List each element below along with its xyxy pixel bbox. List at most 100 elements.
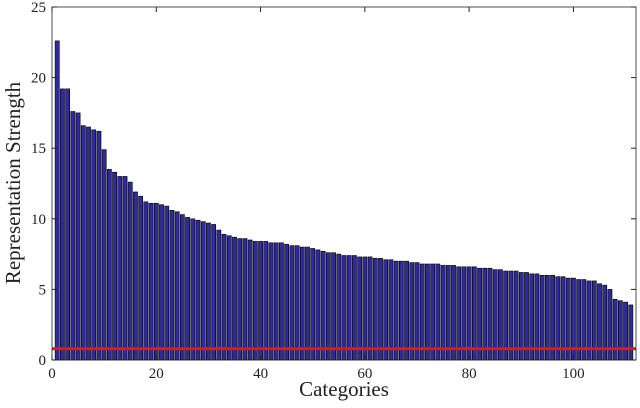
bar	[148, 202, 154, 361]
bar	[430, 263, 436, 361]
bar	[174, 211, 180, 361]
bar	[404, 260, 409, 361]
bar	[232, 236, 237, 361]
bar	[471, 266, 477, 361]
y-tick-label: 15	[31, 141, 46, 157]
bar	[336, 253, 342, 361]
bar	[206, 222, 211, 361]
bar	[529, 273, 535, 361]
y-tick-label: 0	[39, 353, 47, 369]
bar	[617, 300, 623, 361]
bar	[320, 250, 326, 361]
plot-frame	[51, 6, 637, 361]
bar	[534, 273, 540, 361]
bar	[299, 246, 305, 361]
x-tick-label: 40	[253, 366, 268, 382]
bar	[242, 238, 248, 361]
bar	[153, 202, 159, 361]
bar	[279, 242, 284, 361]
bar	[138, 195, 144, 361]
bar	[70, 111, 76, 361]
bar	[143, 201, 149, 361]
bar	[425, 263, 430, 361]
bar	[122, 176, 128, 361]
y-axis-label: Representation Strength	[1, 81, 25, 284]
bar	[487, 267, 493, 361]
bar	[482, 267, 488, 361]
bar	[200, 221, 206, 361]
bar	[315, 249, 321, 361]
bar	[273, 242, 279, 361]
bar	[211, 224, 217, 361]
bar	[133, 191, 138, 361]
bar	[435, 263, 441, 361]
bar	[195, 219, 201, 361]
bar	[477, 267, 482, 361]
bar	[86, 126, 91, 361]
bar	[419, 263, 425, 361]
bar	[346, 255, 352, 361]
bar	[185, 217, 190, 361]
bar	[352, 255, 357, 361]
bar	[461, 266, 467, 361]
bar	[96, 130, 102, 361]
bar	[331, 252, 336, 361]
bar	[388, 259, 394, 361]
bar	[612, 298, 618, 361]
bar	[508, 270, 514, 361]
bar	[310, 248, 316, 361]
bar	[60, 88, 65, 361]
bar	[341, 255, 347, 361]
bar	[456, 266, 462, 361]
y-tick-label: 25	[31, 0, 46, 16]
bar	[398, 260, 404, 361]
bar	[623, 301, 628, 361]
bar	[252, 241, 258, 361]
bar	[221, 234, 227, 361]
x-tick-label: 100	[562, 366, 585, 382]
x-tick-label: 80	[462, 366, 477, 382]
bar	[440, 265, 446, 361]
bar	[106, 169, 112, 361]
bar	[258, 241, 263, 361]
bar	[117, 176, 123, 361]
bar	[112, 171, 117, 361]
bar	[179, 214, 185, 361]
x-axis-label: Categories	[299, 377, 389, 401]
bar	[325, 252, 331, 361]
bar	[466, 266, 472, 361]
bar	[445, 265, 451, 361]
x-tick-label: 0	[48, 366, 56, 382]
bar	[101, 149, 107, 361]
bar	[492, 269, 498, 361]
bar	[226, 235, 232, 361]
bar	[65, 88, 71, 361]
bar	[367, 256, 373, 361]
bar	[190, 218, 196, 361]
bar	[357, 256, 363, 361]
bar	[628, 304, 634, 361]
bar	[284, 243, 290, 361]
bar	[378, 258, 383, 361]
bar	[414, 262, 420, 361]
bar	[80, 125, 86, 361]
y-tick-label: 10	[31, 212, 46, 228]
bar	[383, 259, 389, 361]
bar	[263, 241, 269, 361]
bar	[498, 269, 503, 361]
bar	[524, 272, 529, 361]
bar	[237, 238, 243, 361]
bar	[513, 270, 519, 361]
bar	[91, 129, 97, 361]
bar	[372, 258, 378, 361]
bar	[247, 239, 253, 361]
bar	[75, 112, 81, 361]
bar	[54, 40, 60, 361]
bar	[362, 256, 368, 361]
bar	[451, 265, 456, 361]
bar	[127, 181, 133, 361]
bar	[393, 260, 399, 361]
x-tick-label: 60	[357, 366, 372, 382]
